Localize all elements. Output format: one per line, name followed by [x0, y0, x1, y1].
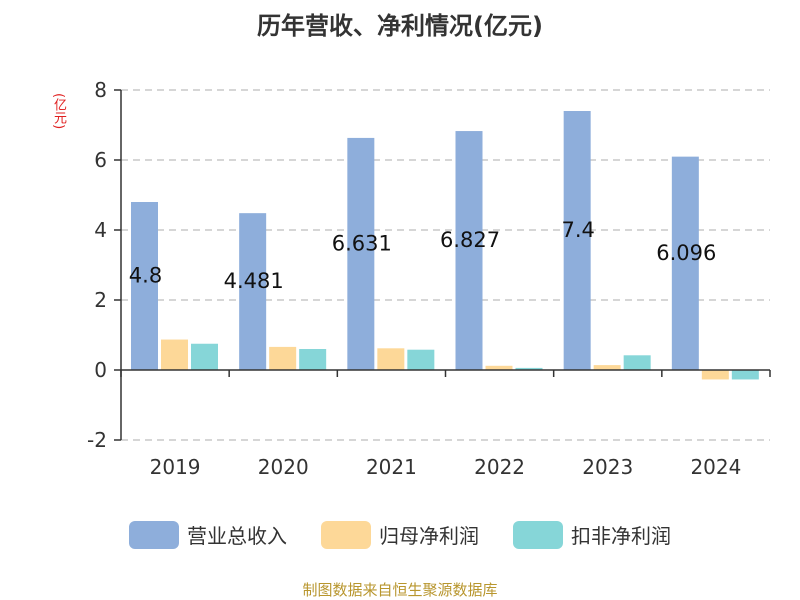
data-label-revenue-2020: 4.481	[224, 269, 284, 293]
data-label-revenue-2024: 6.096	[656, 241, 716, 265]
x-tick-label-2024: 2024	[690, 455, 741, 479]
legend-item-revenue[interactable]: 营业总收入	[129, 520, 287, 549]
bars	[131, 111, 759, 380]
legend-item-net-profit[interactable]: 归母净利润	[321, 520, 479, 549]
legend-label-revenue: 营业总收入	[187, 524, 287, 548]
x-tick-label-2023: 2023	[582, 455, 633, 479]
bar-0-2020[interactable]	[239, 213, 267, 370]
legend-label-deducted-profit: 扣非净利润	[571, 524, 671, 548]
grid-lines	[121, 89, 770, 441]
data-source-note: 制图数据来自恒生聚源数据库	[302, 581, 498, 599]
legend: 营业总收入 归母净利润 扣非净利润	[0, 520, 800, 549]
data-label-revenue-2023: 7.4	[561, 218, 594, 242]
bar-0-2023[interactable]	[563, 111, 591, 370]
x-tick-label-2020: 2020	[258, 455, 309, 479]
y-tick-label: 4	[94, 218, 107, 242]
bar-0-2019[interactable]	[131, 202, 158, 370]
y-tick-label: 0	[94, 358, 107, 382]
bar-0-2022[interactable]	[455, 131, 483, 370]
legend-swatch-net-profit	[321, 520, 371, 549]
bar-2-2019[interactable]	[191, 343, 218, 370]
bar-2-2021[interactable]	[407, 349, 435, 370]
data-label-revenue-2022: 6.827	[440, 228, 500, 252]
data-label-revenue-2021: 6.631	[332, 231, 392, 255]
y-tick-label: 2	[94, 288, 107, 312]
bar-0-2024[interactable]	[671, 156, 699, 370]
legend-swatch-deducted-profit	[513, 520, 563, 549]
y-tick-label: 6	[94, 148, 107, 172]
legend-swatch-revenue	[129, 520, 179, 549]
bar-1-2021[interactable]	[377, 348, 405, 370]
axes	[114, 89, 771, 441]
x-tick-label-2021: 2021	[366, 455, 417, 479]
bar-2-2020[interactable]	[299, 349, 327, 370]
bar-1-2020[interactable]	[269, 346, 297, 370]
chart-title: 历年营收、净利情况(亿元)	[257, 12, 543, 40]
legend-item-deducted-profit[interactable]: 扣非净利润	[513, 520, 671, 549]
labels: -2 0 2 4 6 8 4.8 2019 4.481 2020 6.631 2021 6.827 202…	[87, 78, 741, 479]
y-tick-label: -2	[87, 428, 107, 452]
y-axis-unit: (亿元)	[51, 93, 66, 130]
y-tick-label: 8	[94, 78, 107, 102]
bar-2-2022[interactable]	[515, 367, 543, 370]
bar-1-2019[interactable]	[161, 339, 188, 370]
bar-1-2024[interactable]	[701, 370, 729, 380]
x-tick-label-2022: 2022	[474, 455, 525, 479]
bar-2-2023[interactable]	[623, 355, 651, 370]
bar-1-2022[interactable]	[485, 365, 513, 370]
x-tick-label-2019: 2019	[150, 455, 201, 479]
bar-0-2021[interactable]	[347, 137, 375, 370]
bar-2-2024[interactable]	[731, 370, 759, 380]
bar-1-2023[interactable]	[593, 365, 621, 370]
legend-label-net-profit: 归母净利润	[379, 524, 479, 548]
data-label-revenue-2019: 4.8	[129, 264, 162, 288]
